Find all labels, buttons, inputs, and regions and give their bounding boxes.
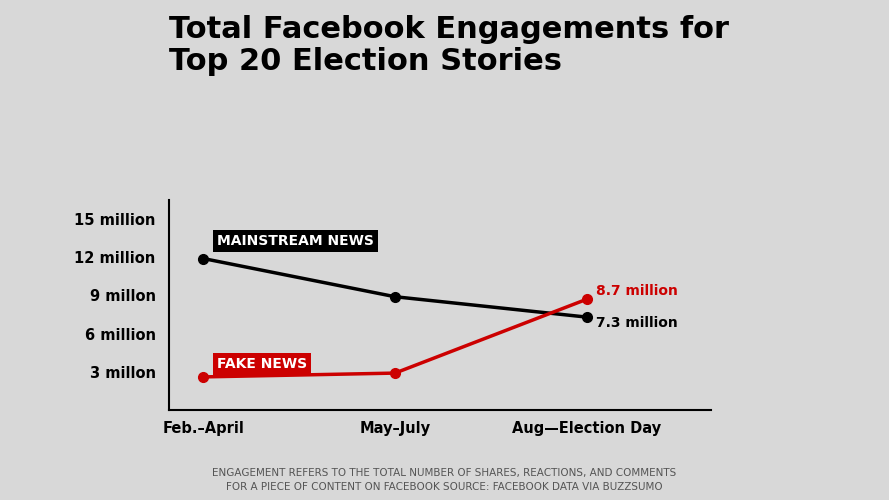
Text: 8.7 million: 8.7 million	[597, 284, 678, 298]
Text: FAKE NEWS: FAKE NEWS	[217, 357, 307, 371]
Text: MAINSTREAM NEWS: MAINSTREAM NEWS	[217, 234, 373, 248]
Text: ENGAGEMENT REFERS TO THE TOTAL NUMBER OF SHARES, REACTIONS, AND COMMENTS
FOR A P: ENGAGEMENT REFERS TO THE TOTAL NUMBER OF…	[212, 468, 677, 492]
Text: 7.3 million: 7.3 million	[597, 316, 678, 330]
Text: Total Facebook Engagements for
Top 20 Election Stories: Total Facebook Engagements for Top 20 El…	[169, 15, 729, 76]
